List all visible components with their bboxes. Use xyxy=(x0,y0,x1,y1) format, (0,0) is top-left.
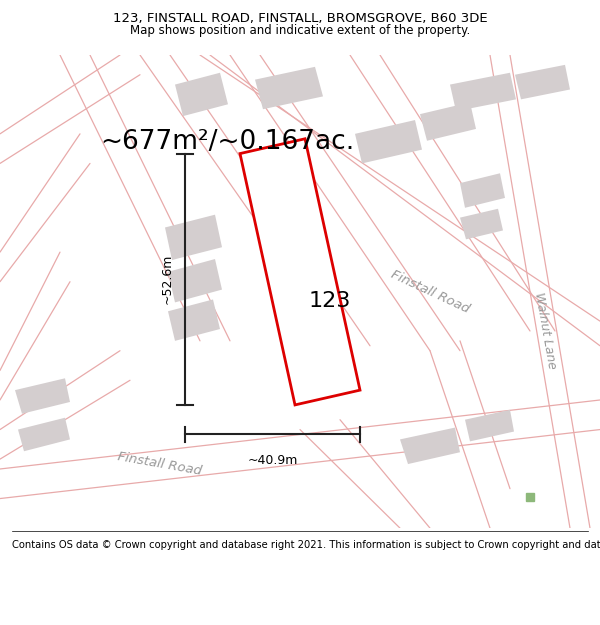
Polygon shape xyxy=(168,299,220,341)
Polygon shape xyxy=(460,209,503,239)
Text: ~677m²/~0.167ac.: ~677m²/~0.167ac. xyxy=(100,129,354,155)
Polygon shape xyxy=(515,65,570,99)
Polygon shape xyxy=(18,418,70,451)
Text: Map shows position and indicative extent of the property.: Map shows position and indicative extent… xyxy=(130,24,470,38)
Polygon shape xyxy=(420,102,476,141)
Text: Contains OS data © Crown copyright and database right 2021. This information is : Contains OS data © Crown copyright and d… xyxy=(12,540,600,550)
Polygon shape xyxy=(355,120,422,163)
Polygon shape xyxy=(165,214,222,260)
Text: Walnut Lane: Walnut Lane xyxy=(532,292,558,371)
Text: Finstall Road: Finstall Road xyxy=(117,450,203,478)
Text: Finstall Road: Finstall Road xyxy=(389,268,472,316)
Text: ~40.9m: ~40.9m xyxy=(247,454,298,468)
Polygon shape xyxy=(400,428,460,464)
Polygon shape xyxy=(460,173,505,208)
Polygon shape xyxy=(240,139,360,405)
Polygon shape xyxy=(168,259,222,302)
Polygon shape xyxy=(15,378,70,414)
Text: ~52.6m: ~52.6m xyxy=(161,254,173,304)
Polygon shape xyxy=(175,72,228,116)
Text: 123, FINSTALL ROAD, FINSTALL, BROMSGROVE, B60 3DE: 123, FINSTALL ROAD, FINSTALL, BROMSGROVE… xyxy=(113,12,487,25)
Polygon shape xyxy=(255,67,323,109)
Text: 123: 123 xyxy=(309,291,351,311)
Polygon shape xyxy=(450,72,516,111)
Polygon shape xyxy=(465,410,514,441)
